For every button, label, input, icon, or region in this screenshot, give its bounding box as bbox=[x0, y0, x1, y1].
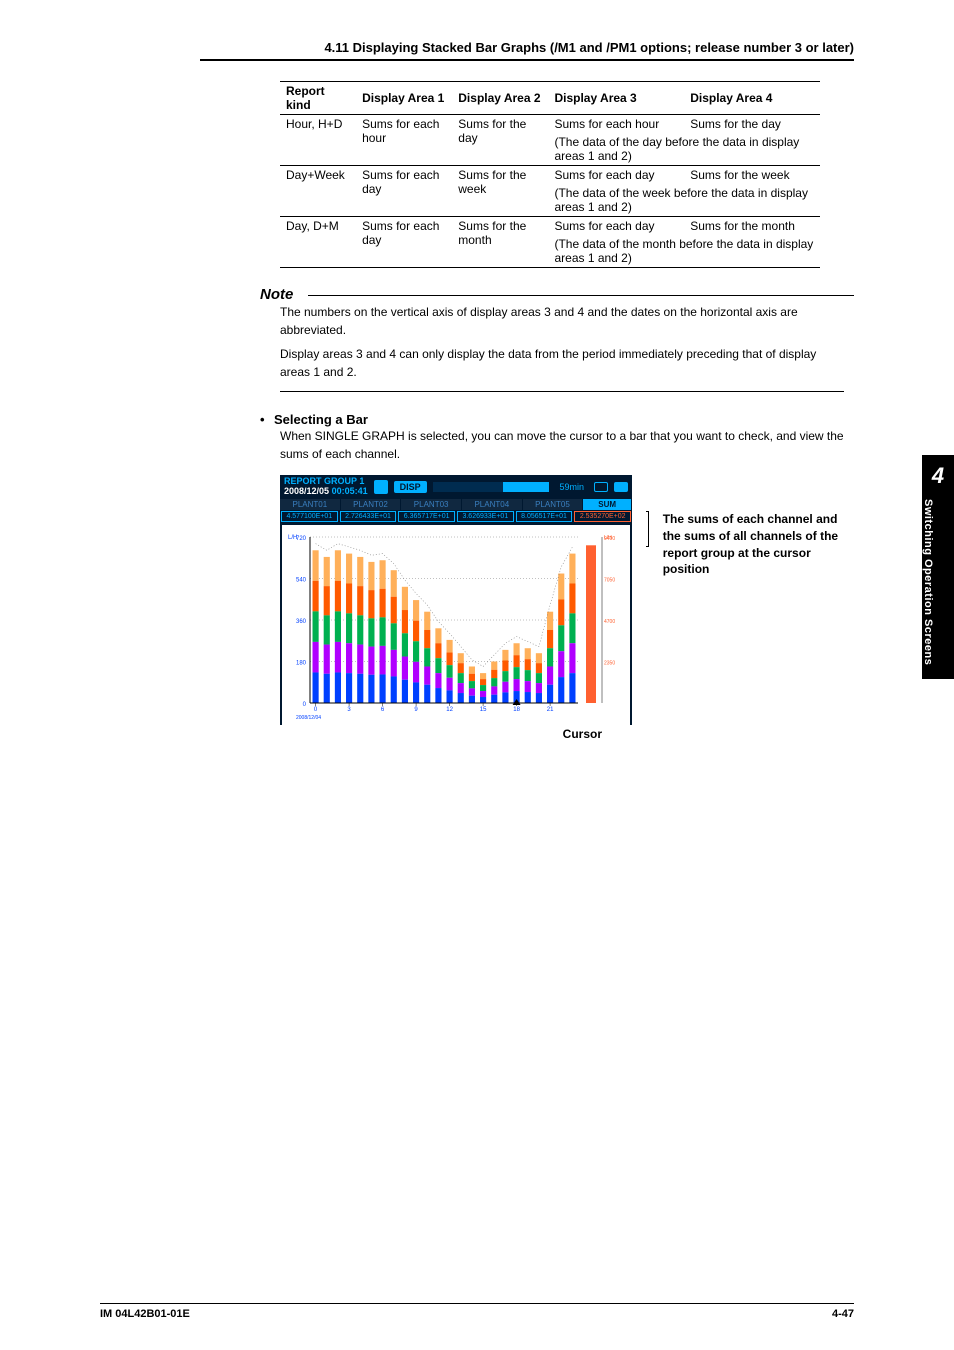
tab-plant: PLANT02 bbox=[341, 499, 402, 510]
stacked-bar-chart: L/H72054036018000369121518212008/12/0494… bbox=[286, 529, 626, 723]
svg-text:9: 9 bbox=[414, 707, 418, 713]
svg-text:2008/12/04: 2008/12/04 bbox=[296, 715, 321, 721]
display-icon bbox=[374, 480, 388, 494]
list-icon bbox=[614, 482, 628, 492]
col-report-kind: Report kind bbox=[280, 82, 356, 115]
note-body: The numbers on the vertical axis of disp… bbox=[280, 303, 844, 392]
svg-text:0: 0 bbox=[303, 702, 307, 708]
cursor-caption: Cursor bbox=[280, 727, 632, 741]
svg-text:18: 18 bbox=[513, 707, 520, 713]
screenshot-title: REPORT GROUP 1 2008/12/05 00:05:41 bbox=[284, 477, 368, 497]
cell-a1: Sums for each day bbox=[356, 217, 452, 268]
cell-a3: Sums for each day bbox=[548, 217, 684, 236]
table-row: Day, D+M Sums for each day Sums for the … bbox=[280, 217, 820, 236]
footer-page-number: 4-47 bbox=[832, 1308, 854, 1320]
tab-plant: PLANT03 bbox=[401, 499, 462, 510]
sums-description-label: The sums of each channel and the sums of… bbox=[663, 511, 854, 578]
cell-a2: Sums for the day bbox=[452, 115, 548, 166]
col-area4: Display Area 4 bbox=[684, 82, 820, 115]
chapter-title: Switching Operation Screens bbox=[922, 499, 934, 665]
tab-plant: PLANT05 bbox=[523, 499, 584, 510]
channel-value: 3.626933E+01 bbox=[457, 511, 514, 522]
channel-value: 8.056517E+01 bbox=[516, 511, 573, 522]
section-header: 4.11 Displaying Stacked Bar Graphs (/M1 … bbox=[200, 40, 854, 61]
cell-kind: Hour, H+D bbox=[280, 115, 356, 166]
svg-text:540: 540 bbox=[296, 577, 307, 583]
cell-note34: (The data of the week before the data in… bbox=[548, 184, 820, 217]
cell-a4: Sums for the month bbox=[684, 217, 820, 236]
camera-icon bbox=[594, 482, 608, 492]
cell-a2: Sums for the week bbox=[452, 166, 548, 217]
selecting-bar-heading: •Selecting a Bar bbox=[260, 412, 854, 427]
cell-a4: Sums for the week bbox=[684, 166, 820, 185]
channel-value-sum: 2.535270E+02 bbox=[574, 511, 631, 522]
svg-text:360: 360 bbox=[296, 619, 307, 625]
col-area2: Display Area 2 bbox=[452, 82, 548, 115]
channel-value: 6.365717E+01 bbox=[398, 511, 455, 522]
note-line1: The numbers on the vertical axis of disp… bbox=[280, 303, 844, 339]
cell-a1: Sums for each hour bbox=[356, 115, 452, 166]
svg-text:21: 21 bbox=[547, 707, 554, 713]
svg-text:7050: 7050 bbox=[604, 577, 615, 583]
channel-value: 2.726433E+01 bbox=[340, 511, 397, 522]
cell-kind: Day, D+M bbox=[280, 217, 356, 268]
svg-text:L/H: L/H bbox=[604, 535, 612, 541]
tab-sum: SUM bbox=[583, 499, 632, 510]
channel-value: 4.577100E+01 bbox=[281, 511, 338, 522]
tab-plant: PLANT01 bbox=[280, 499, 341, 510]
col-area1: Display Area 1 bbox=[356, 82, 452, 115]
svg-text:0: 0 bbox=[314, 707, 318, 713]
note-heading: Note bbox=[260, 286, 854, 303]
cell-a1: Sums for each day bbox=[356, 166, 452, 217]
chart-canvas: L/H72054036018000369121518212008/12/0494… bbox=[282, 525, 630, 725]
svg-text:15: 15 bbox=[480, 707, 487, 713]
disp-chip: DISP bbox=[394, 481, 427, 493]
value-row: 4.577100E+01 2.726433E+01 6.365717E+01 3… bbox=[280, 510, 632, 523]
tab-plant: PLANT04 bbox=[462, 499, 523, 510]
device-screenshot: REPORT GROUP 1 2008/12/05 00:05:41 DISP … bbox=[280, 475, 632, 741]
cell-a4: Sums for the day bbox=[684, 115, 820, 134]
svg-text:180: 180 bbox=[296, 660, 307, 666]
progress-bar bbox=[433, 482, 550, 492]
note-line2: Display areas 3 and 4 can only display t… bbox=[280, 345, 844, 381]
svg-text:3: 3 bbox=[347, 707, 351, 713]
chapter-tab: 4 Switching Operation Screens bbox=[922, 455, 954, 679]
cell-a3: Sums for each hour bbox=[548, 115, 684, 134]
bracket-icon bbox=[646, 511, 649, 547]
footer-doc-id: IM 04L42B01-01E bbox=[100, 1308, 190, 1320]
cell-a2: Sums for the month bbox=[452, 217, 548, 268]
svg-text:720: 720 bbox=[296, 536, 307, 542]
table-row: Hour, H+D Sums for each hour Sums for th… bbox=[280, 115, 820, 134]
svg-text:12: 12 bbox=[446, 707, 453, 713]
chapter-number: 4 bbox=[922, 463, 954, 489]
svg-text:2350: 2350 bbox=[604, 660, 615, 666]
cell-note34: (The data of the day before the data in … bbox=[548, 133, 820, 166]
cell-a3: Sums for each day bbox=[548, 166, 684, 185]
col-area3: Display Area 3 bbox=[548, 82, 684, 115]
selecting-bar-body: When SINGLE GRAPH is selected, you can m… bbox=[280, 427, 844, 463]
cell-note34: (The data of the month before the data i… bbox=[548, 235, 820, 268]
report-kind-table: Report kind Display Area 1 Display Area … bbox=[280, 81, 820, 268]
screenshot-header: REPORT GROUP 1 2008/12/05 00:05:41 DISP … bbox=[280, 475, 632, 499]
time-remaining: 59min bbox=[559, 482, 584, 492]
tab-row: PLANT01 PLANT02 PLANT03 PLANT04 PLANT05 … bbox=[280, 499, 632, 510]
cell-kind: Day+Week bbox=[280, 166, 356, 217]
svg-text:4700: 4700 bbox=[604, 619, 615, 625]
table-row: Day+Week Sums for each day Sums for the … bbox=[280, 166, 820, 185]
svg-text:6: 6 bbox=[381, 707, 385, 713]
bullet-icon: • bbox=[260, 412, 274, 427]
